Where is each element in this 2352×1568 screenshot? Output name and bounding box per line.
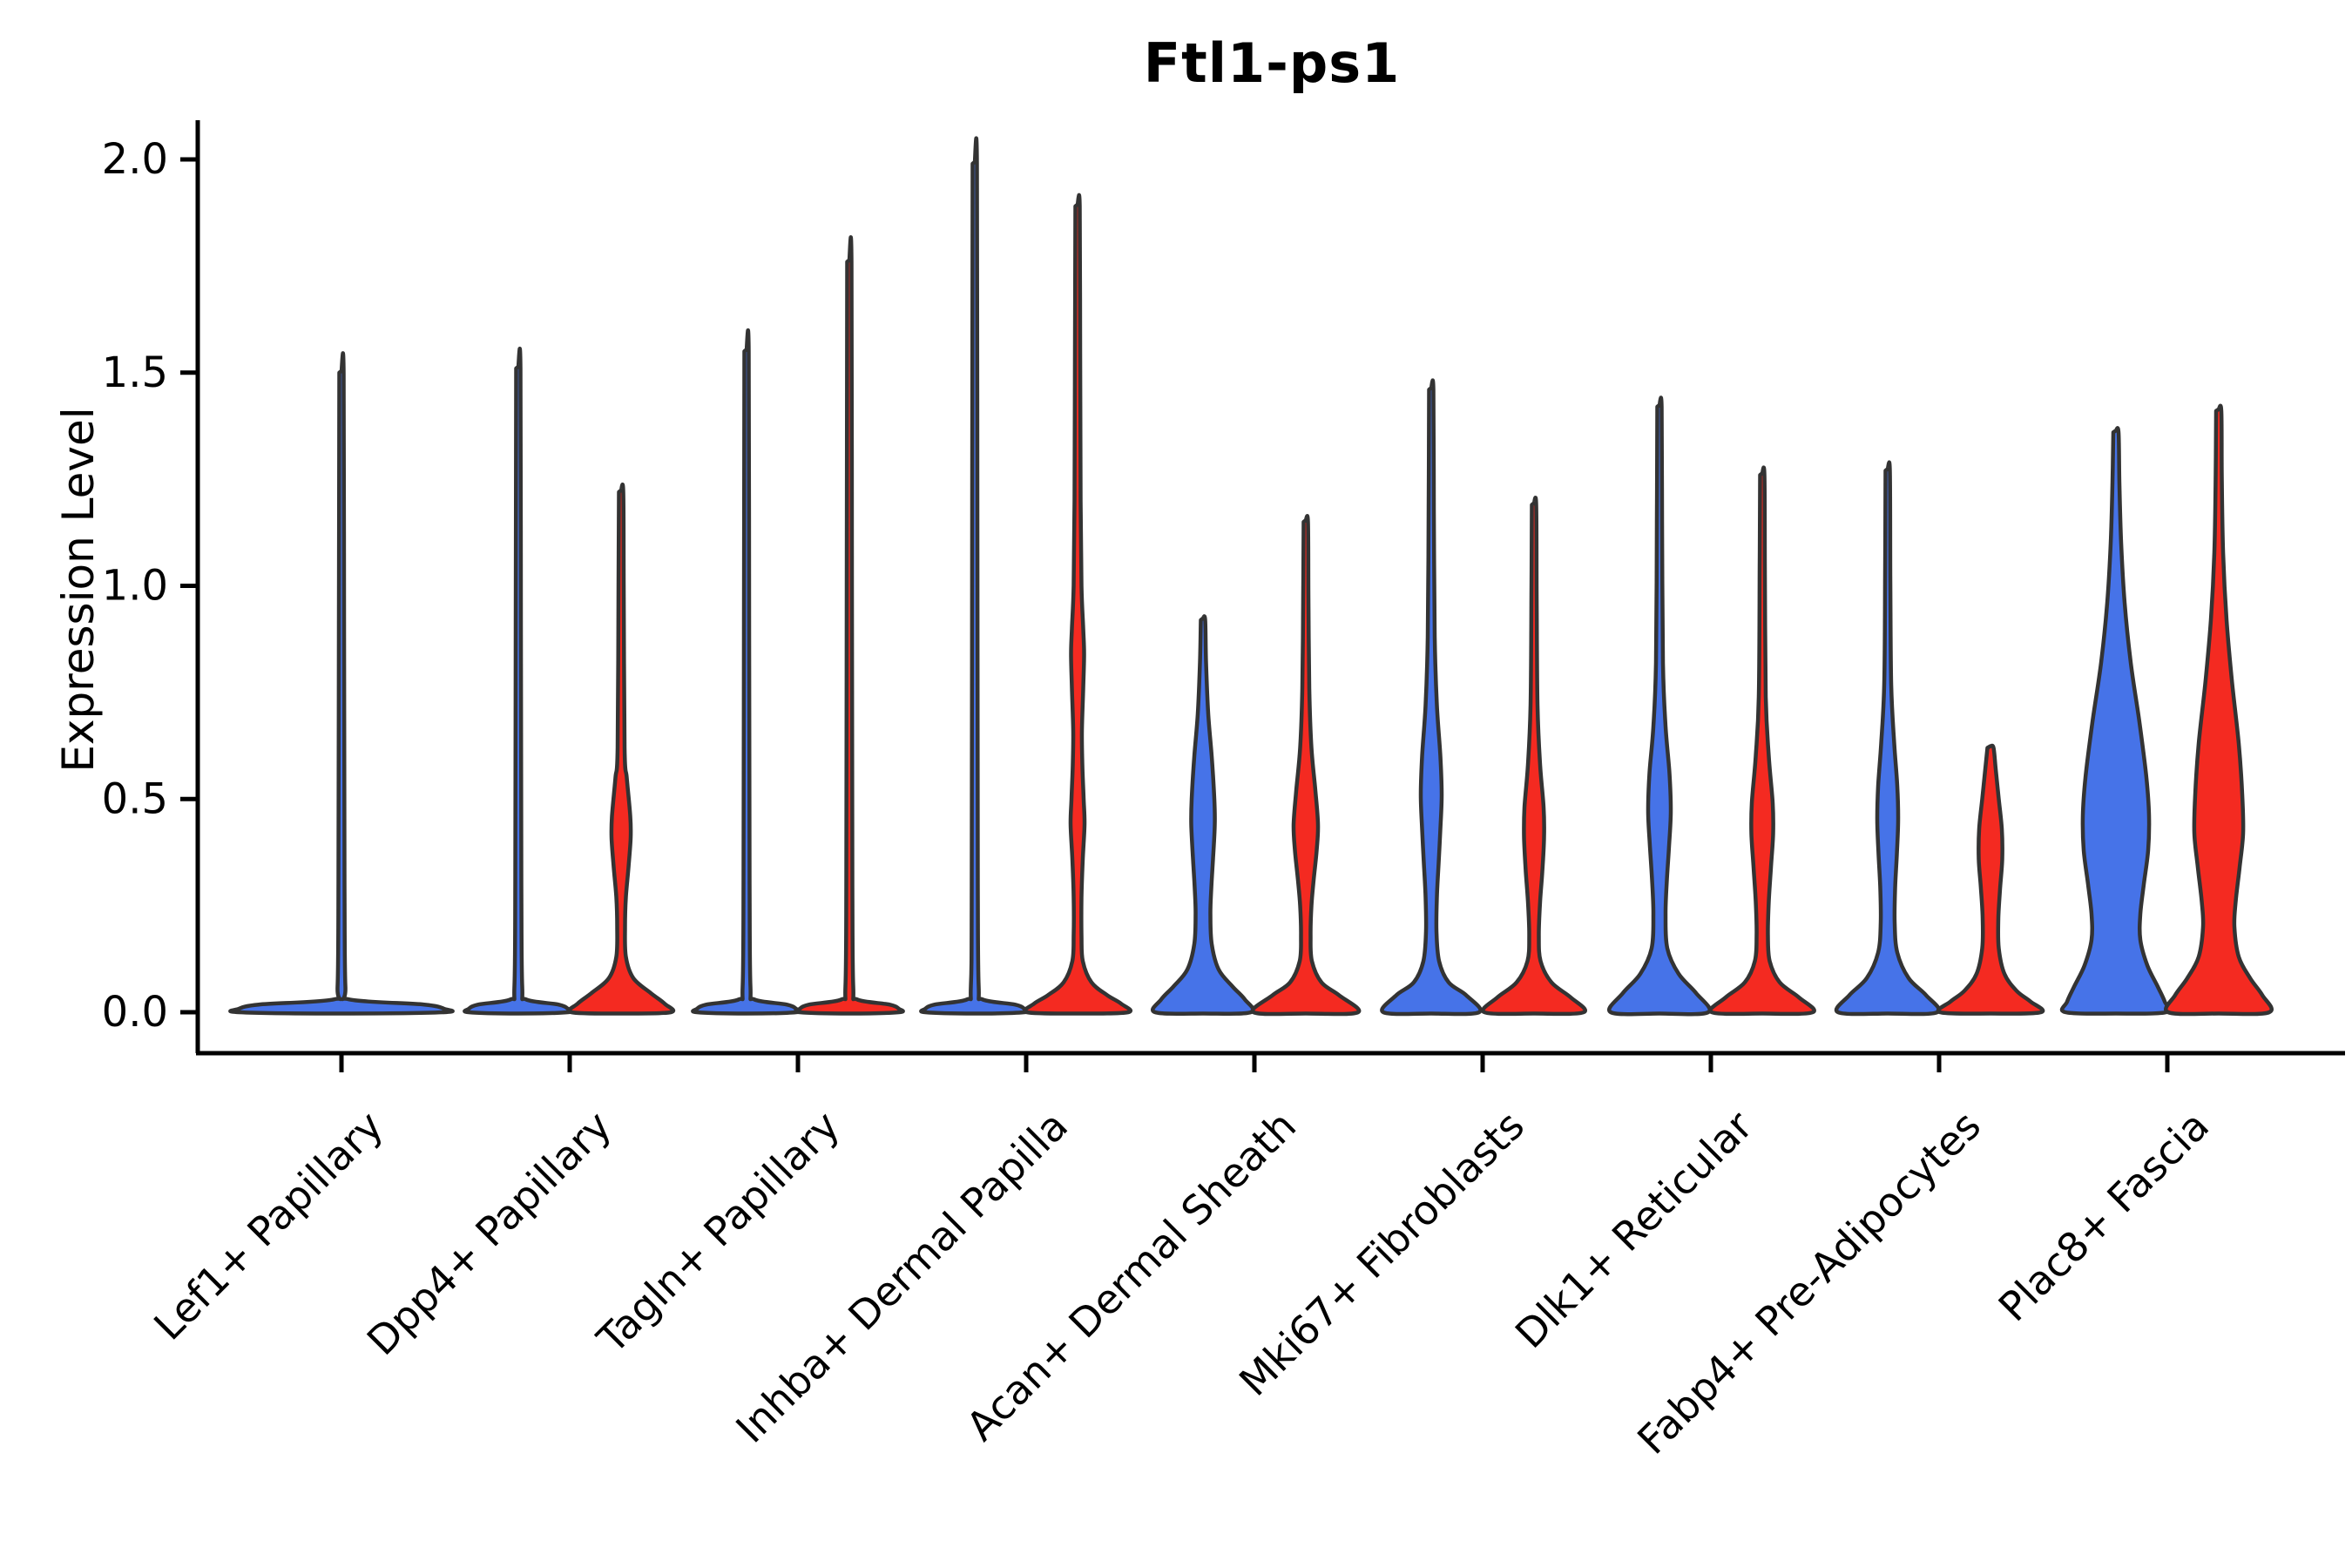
- x-category-label: Plac8+ Fascia: [1990, 1102, 2218, 1330]
- y-tick-label: 1.0: [102, 562, 168, 611]
- violin-fabp4-pre-adipocytes-blue: [1834, 460, 1942, 1017]
- violin-dlk1-reticular-blue: [1607, 395, 1712, 1017]
- y-tick-label: 0.0: [102, 988, 168, 1037]
- y-tick-label: 1.5: [102, 348, 168, 397]
- plot-title: Ftl1-ps1: [1143, 31, 1401, 95]
- violin-acan-dermal-sheath-blue: [1150, 614, 1256, 1017]
- violin-fabp4-pre-adipocytes-red: [1936, 743, 2045, 1016]
- violin-lef1-papillary-blue: [228, 351, 455, 1016]
- violin-dpp4-papillary-blue: [463, 347, 574, 1016]
- violin-tagln-papillary-red: [794, 235, 905, 1016]
- violin-inhba-dermal-papilla-red: [1022, 193, 1133, 1016]
- violin-tagln-papillary-blue: [691, 328, 802, 1016]
- violin-acan-dermal-sheath-red: [1250, 514, 1362, 1017]
- y-axis-label: Expression Level: [53, 407, 104, 773]
- violin-dpp4-papillary-red: [566, 482, 676, 1016]
- violin-plac8-fascia-red: [2164, 403, 2274, 1017]
- x-category-label: Lef1+ Papillary: [145, 1102, 392, 1349]
- y-tick-label: 0.5: [102, 774, 168, 823]
- violin-mki67-fibroblasts-blue: [1380, 378, 1483, 1017]
- x-category-label: Dlk1+ Reticular: [1506, 1102, 1761, 1357]
- violin-mki67-fibroblasts-red: [1481, 496, 1587, 1017]
- violin-inhba-dermal-papilla-blue: [919, 136, 1031, 1016]
- violin-plac8-fascia-blue: [2059, 426, 2173, 1016]
- y-tick-label: 2.0: [102, 135, 168, 184]
- x-category-label: Dpp4+ Papillary: [358, 1102, 620, 1364]
- violin-dlk1-reticular-red: [1708, 465, 1816, 1017]
- x-category-label: Tagln+ Papillary: [588, 1102, 849, 1363]
